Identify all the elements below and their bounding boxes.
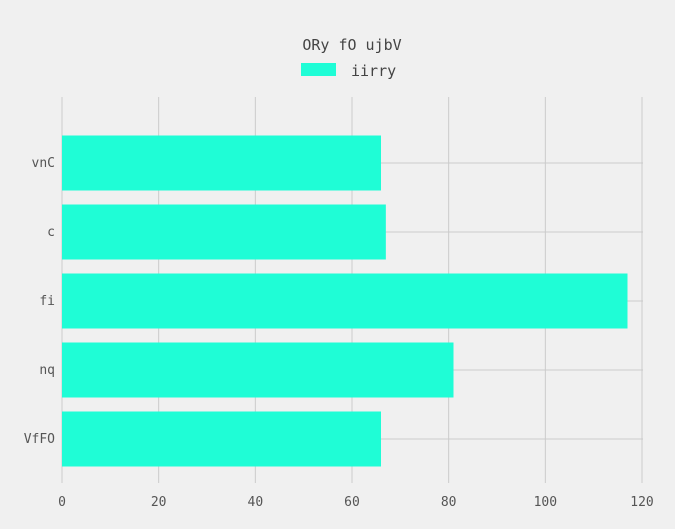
y-axis-tick-labels: vnC c fi nq VfFO: [24, 156, 55, 447]
bar-fi: [62, 273, 628, 329]
chart-title: ORy fO ujbV: [302, 36, 401, 54]
x-tick-label: 20: [151, 495, 167, 510]
x-tick-label: 0: [58, 495, 66, 510]
x-tick-label: 120: [630, 495, 653, 510]
y-tick-label: vnC: [32, 156, 55, 171]
bar-nq: [62, 342, 454, 398]
bars: [62, 135, 628, 467]
x-tick-label: 100: [534, 495, 557, 510]
bar-c: [62, 204, 386, 260]
legend: iirry: [301, 62, 396, 80]
x-tick-label: 40: [248, 495, 264, 510]
x-axis-tick-labels: 0 20 40 60 80 100 120: [58, 495, 654, 510]
bar-VfFO: [62, 411, 381, 467]
y-tick-label: c: [47, 225, 55, 240]
y-tick-label: nq: [39, 363, 55, 378]
y-tick-label: fi: [39, 294, 55, 309]
y-tick-label: VfFO: [24, 432, 55, 447]
bar-vnC: [62, 135, 381, 191]
legend-swatch: [301, 63, 336, 76]
x-tick-label: 80: [441, 495, 457, 510]
x-tick-label: 60: [344, 495, 360, 510]
legend-label: iirry: [351, 62, 396, 80]
